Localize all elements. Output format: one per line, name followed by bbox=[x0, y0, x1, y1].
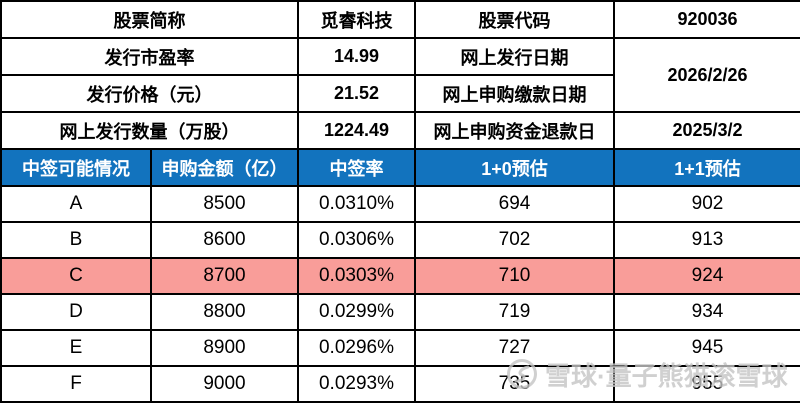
cell-1plus1: 934 bbox=[613, 293, 800, 331]
estimate-row-e: E 8900 0.0296% 727 945 bbox=[0, 329, 800, 367]
cell-rate: 0.0303% bbox=[297, 257, 416, 295]
info-row-quantity: 网上发行数量（万股） 1224.49 网上申购资金退款日 2025/3/2 bbox=[0, 111, 800, 150]
cell-1plus0: 719 bbox=[414, 293, 615, 331]
info-row-stock-name: 股票简称 觅睿科技 股票代码 920036 bbox=[0, 0, 800, 39]
cell-1plus0: 710 bbox=[414, 257, 615, 295]
cell-1plus1: 924 bbox=[613, 257, 800, 295]
cell-amount: 8700 bbox=[150, 257, 299, 295]
cell-rate: 0.0310% bbox=[297, 185, 416, 223]
cell-1plus1: 902 bbox=[613, 185, 800, 223]
cell-rate: 0.0293% bbox=[297, 365, 416, 403]
cell-scenario: F bbox=[0, 365, 152, 403]
cell-amount: 8900 bbox=[150, 329, 299, 367]
payment-date-label: 网上申购缴款日期 bbox=[414, 74, 615, 113]
info-row-pe: 发行市盈率 14.99 网上发行日期 2026/2/26 bbox=[0, 37, 800, 113]
cell-amount: 8500 bbox=[150, 185, 299, 223]
cell-1plus0: 694 bbox=[414, 185, 615, 223]
cell-scenario: A bbox=[0, 185, 152, 223]
cell-amount: 9000 bbox=[150, 365, 299, 403]
estimates-header-row: 中签可能情况 申购金额（亿） 中签率 1+0预估 1+1预估 bbox=[0, 148, 800, 187]
cell-1plus0: 735 bbox=[414, 365, 615, 403]
cell-scenario: E bbox=[0, 329, 152, 367]
stock-name-value: 觅睿科技 bbox=[297, 0, 416, 39]
cell-1plus1: 913 bbox=[613, 221, 800, 259]
cell-scenario: C bbox=[0, 257, 152, 295]
cell-amount: 8600 bbox=[150, 221, 299, 259]
estimate-row-d: D 8800 0.0299% 719 934 bbox=[0, 293, 800, 331]
header-cell-rate: 中签率 bbox=[297, 148, 416, 187]
issue-date-label: 网上发行日期 bbox=[414, 37, 615, 76]
stock-code-value: 920036 bbox=[613, 0, 800, 39]
quantity-value: 1224.49 bbox=[297, 111, 416, 150]
cell-rate: 0.0299% bbox=[297, 293, 416, 331]
stock-code-label: 股票代码 bbox=[414, 0, 615, 39]
pe-label: 发行市盈率 bbox=[0, 37, 299, 76]
estimate-row-f: F 9000 0.0293% 735 955 bbox=[0, 365, 800, 403]
cell-amount: 8800 bbox=[150, 293, 299, 331]
price-label: 发行价格（元） bbox=[0, 74, 299, 113]
header-cell-1plus1: 1+1预估 bbox=[613, 148, 800, 187]
pe-value: 14.99 bbox=[297, 37, 416, 76]
estimate-row-c-highlighted: C 8700 0.0303% 710 924 bbox=[0, 257, 800, 295]
header-cell-amount: 申购金额（亿） bbox=[150, 148, 299, 187]
estimate-row-b: B 8600 0.0306% 702 913 bbox=[0, 221, 800, 259]
cell-1plus1: 955 bbox=[613, 365, 800, 403]
estimate-row-a: A 8500 0.0310% 694 902 bbox=[0, 185, 800, 223]
price-value: 21.52 bbox=[297, 74, 416, 113]
quantity-label: 网上发行数量（万股） bbox=[0, 111, 299, 150]
refund-date-label: 网上申购资金退款日 bbox=[414, 111, 615, 150]
cell-scenario: B bbox=[0, 221, 152, 259]
refund-date-value: 2025/3/2 bbox=[613, 111, 800, 150]
cell-rate: 0.0306% bbox=[297, 221, 416, 259]
cell-1plus1: 945 bbox=[613, 329, 800, 367]
stock-name-label: 股票简称 bbox=[0, 0, 299, 39]
cell-1plus0: 702 bbox=[414, 221, 615, 259]
header-cell-1plus0: 1+0预估 bbox=[414, 148, 615, 187]
cell-scenario: D bbox=[0, 293, 152, 331]
cell-rate: 0.0296% bbox=[297, 329, 416, 367]
issue-date-value: 2026/2/26 bbox=[613, 37, 800, 113]
header-cell-scenario: 中签可能情况 bbox=[0, 148, 152, 187]
cell-1plus0: 727 bbox=[414, 329, 615, 367]
info-row-price: 发行价格（元） 21.52 网上申购缴款日期 bbox=[0, 74, 800, 113]
